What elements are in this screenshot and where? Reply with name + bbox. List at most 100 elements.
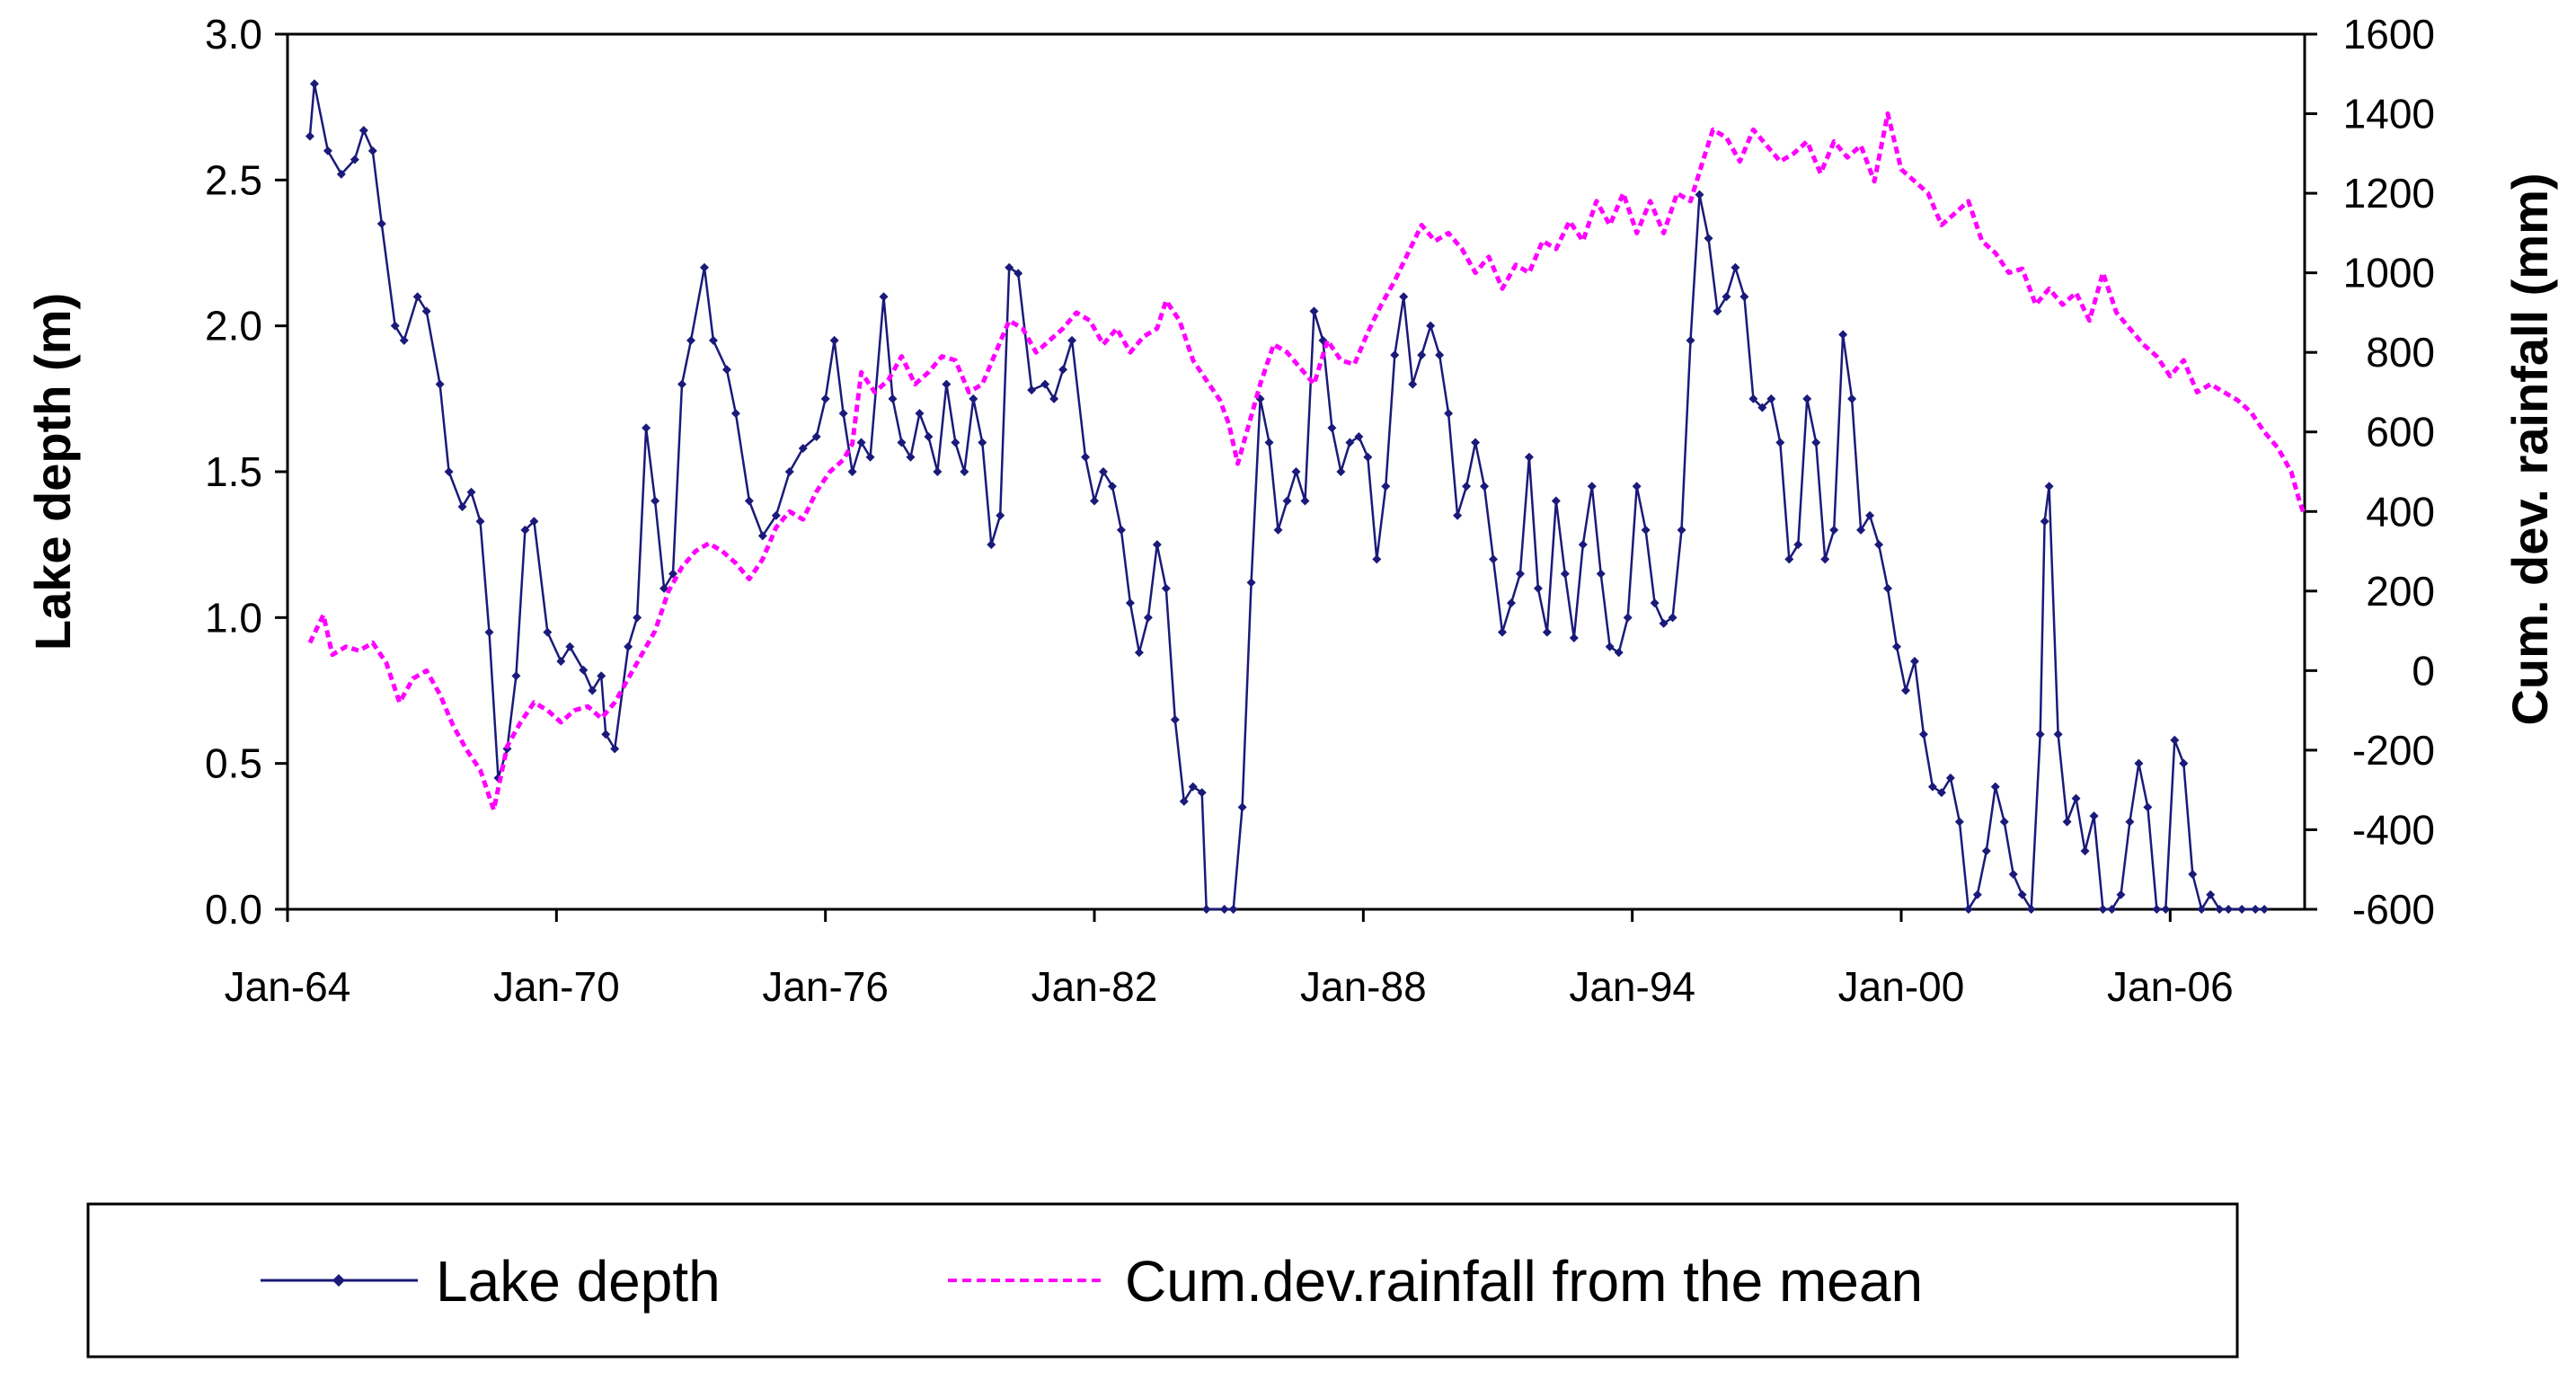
lake-depth-point [798, 444, 808, 454]
lake-depth-point [579, 665, 589, 675]
lake-depth-point [1462, 482, 1472, 491]
lake-depth-point [1766, 394, 1776, 403]
lake-depth-point [1471, 438, 1481, 447]
lake-depth-point [978, 438, 987, 447]
lake-depth-point [659, 583, 669, 593]
lake-depth-point [856, 438, 866, 447]
legend-label-lake-depth: Lake depth [436, 1249, 721, 1314]
lake-depth-point [1927, 782, 1937, 792]
lake-depth-point [336, 169, 346, 179]
lake-depth-point [1246, 578, 1256, 588]
lake-depth-point [1605, 642, 1615, 651]
lake-depth-point [1739, 292, 1749, 302]
lake-depth-point [1856, 525, 1866, 535]
y-right-tick-label: 600 [2366, 409, 2435, 456]
lake-depth-point [1273, 525, 1283, 535]
lake-depth-point [1497, 627, 1507, 637]
lake-depth-point [1116, 525, 1126, 535]
lake-depth-point [1533, 583, 1543, 593]
y-left-tick-label: 1.5 [205, 448, 262, 495]
lake-depth-point [2080, 846, 2090, 856]
lake-depth-point [1107, 482, 1117, 491]
lake-depth-point [829, 335, 839, 345]
lake-depth-point [2197, 905, 2207, 914]
lake-depth-point [2161, 905, 2171, 914]
lake-depth-point [1793, 540, 1803, 550]
lake-depth-point [2035, 730, 2045, 739]
lake-depth-point [1134, 648, 1144, 658]
lake-depth-point [1731, 262, 1740, 272]
lake-depth-point [1686, 335, 1695, 345]
x-tick-label: Jan-88 [1300, 963, 1427, 1010]
lake-depth-point [1188, 782, 1198, 792]
lake-depth-point [1757, 403, 1767, 412]
lake-depth-point [511, 671, 521, 681]
y-left-tick-label: 0.0 [205, 886, 262, 933]
lake-depth-point [888, 394, 898, 403]
lake-depth-point [1722, 292, 1731, 302]
y-axis-left-title: Lake depth (m) [24, 293, 81, 651]
lake-depth-point [865, 452, 875, 462]
lake-depth-point [1058, 365, 1068, 375]
lake-depth-point [1040, 379, 1050, 389]
lake-depth-point [1874, 540, 1884, 550]
x-tick-label: Jan-70 [493, 963, 620, 1010]
lake-depth-point [1918, 730, 1928, 739]
lake-depth-point [1489, 554, 1499, 564]
series-line-cum-dev-rainfall [307, 111, 2307, 812]
lake-depth-point [2143, 802, 2153, 812]
lake-depth-point [556, 657, 566, 667]
lake-depth-point [1005, 262, 1014, 272]
lake-depth-point [1480, 482, 1490, 491]
lake-depth-point [2224, 905, 2234, 914]
lake-depth-point [2215, 905, 2225, 914]
y-axis-left-ticks: 0.0 0.5 1.0 1.5 2.0 2.5 3.0 [205, 11, 288, 933]
lake-depth-point [1027, 385, 1037, 395]
lake-depth-point [2116, 890, 2126, 899]
lake-depth-point [1999, 817, 2009, 827]
lake-depth-point [1228, 905, 1238, 914]
lake-depth-point [359, 126, 368, 136]
y-right-tick-label: 1000 [2343, 250, 2435, 297]
lake-depth-point [1784, 554, 1794, 564]
lake-depth-point [484, 627, 494, 637]
lake-depth-point [1775, 438, 1785, 447]
legend-label-cum-dev-rainfall: Cum.dev.rainfall from the mean [1125, 1249, 1923, 1314]
lake-depth-point [1506, 598, 1516, 608]
lake-depth-point [1161, 583, 1171, 593]
lake-depth-point [1936, 788, 1946, 798]
lake-depth-point [1569, 633, 1579, 643]
lake-depth-point [1820, 554, 1830, 564]
lake-depth-point [1900, 686, 1910, 695]
lake-depth-point [1067, 335, 1077, 345]
lake-depth-point [444, 467, 454, 476]
lake-depth-point [2152, 905, 2162, 914]
lake-depth-point [1990, 782, 2000, 792]
lake-depth-point [1811, 438, 1821, 447]
lake-depth-point [1282, 496, 1292, 506]
y-left-tick-label: 3.0 [205, 11, 262, 58]
series-layer [305, 79, 2307, 914]
y-axis-right-title: Cum. dev. rainfall (mm) [2501, 173, 2558, 725]
lake-depth-point [367, 146, 377, 155]
lake-depth-point [1345, 438, 1355, 447]
lake-depth-point [1909, 657, 1919, 667]
y-right-tick-label: -600 [2352, 886, 2435, 933]
lake-depth-point [2107, 905, 2117, 914]
lake-depth-point [651, 496, 660, 506]
lake-depth-point [1390, 350, 1400, 360]
lake-depth-point [897, 438, 907, 447]
lake-depth-point [2179, 758, 2189, 768]
lake-depth-point [942, 379, 952, 389]
lake-depth-point [1363, 452, 1373, 462]
lake-depth-point [2125, 817, 2135, 827]
lake-depth-point [1372, 554, 1382, 564]
lake-depth-point [1551, 496, 1561, 506]
y-right-tick-label: -200 [2352, 727, 2435, 774]
lake-depth-point [520, 525, 530, 535]
lake-depth-point [906, 452, 916, 462]
y-right-tick-label: 200 [2366, 568, 2435, 615]
lake-depth-point [597, 671, 606, 681]
lake-depth-point [1309, 306, 1319, 316]
